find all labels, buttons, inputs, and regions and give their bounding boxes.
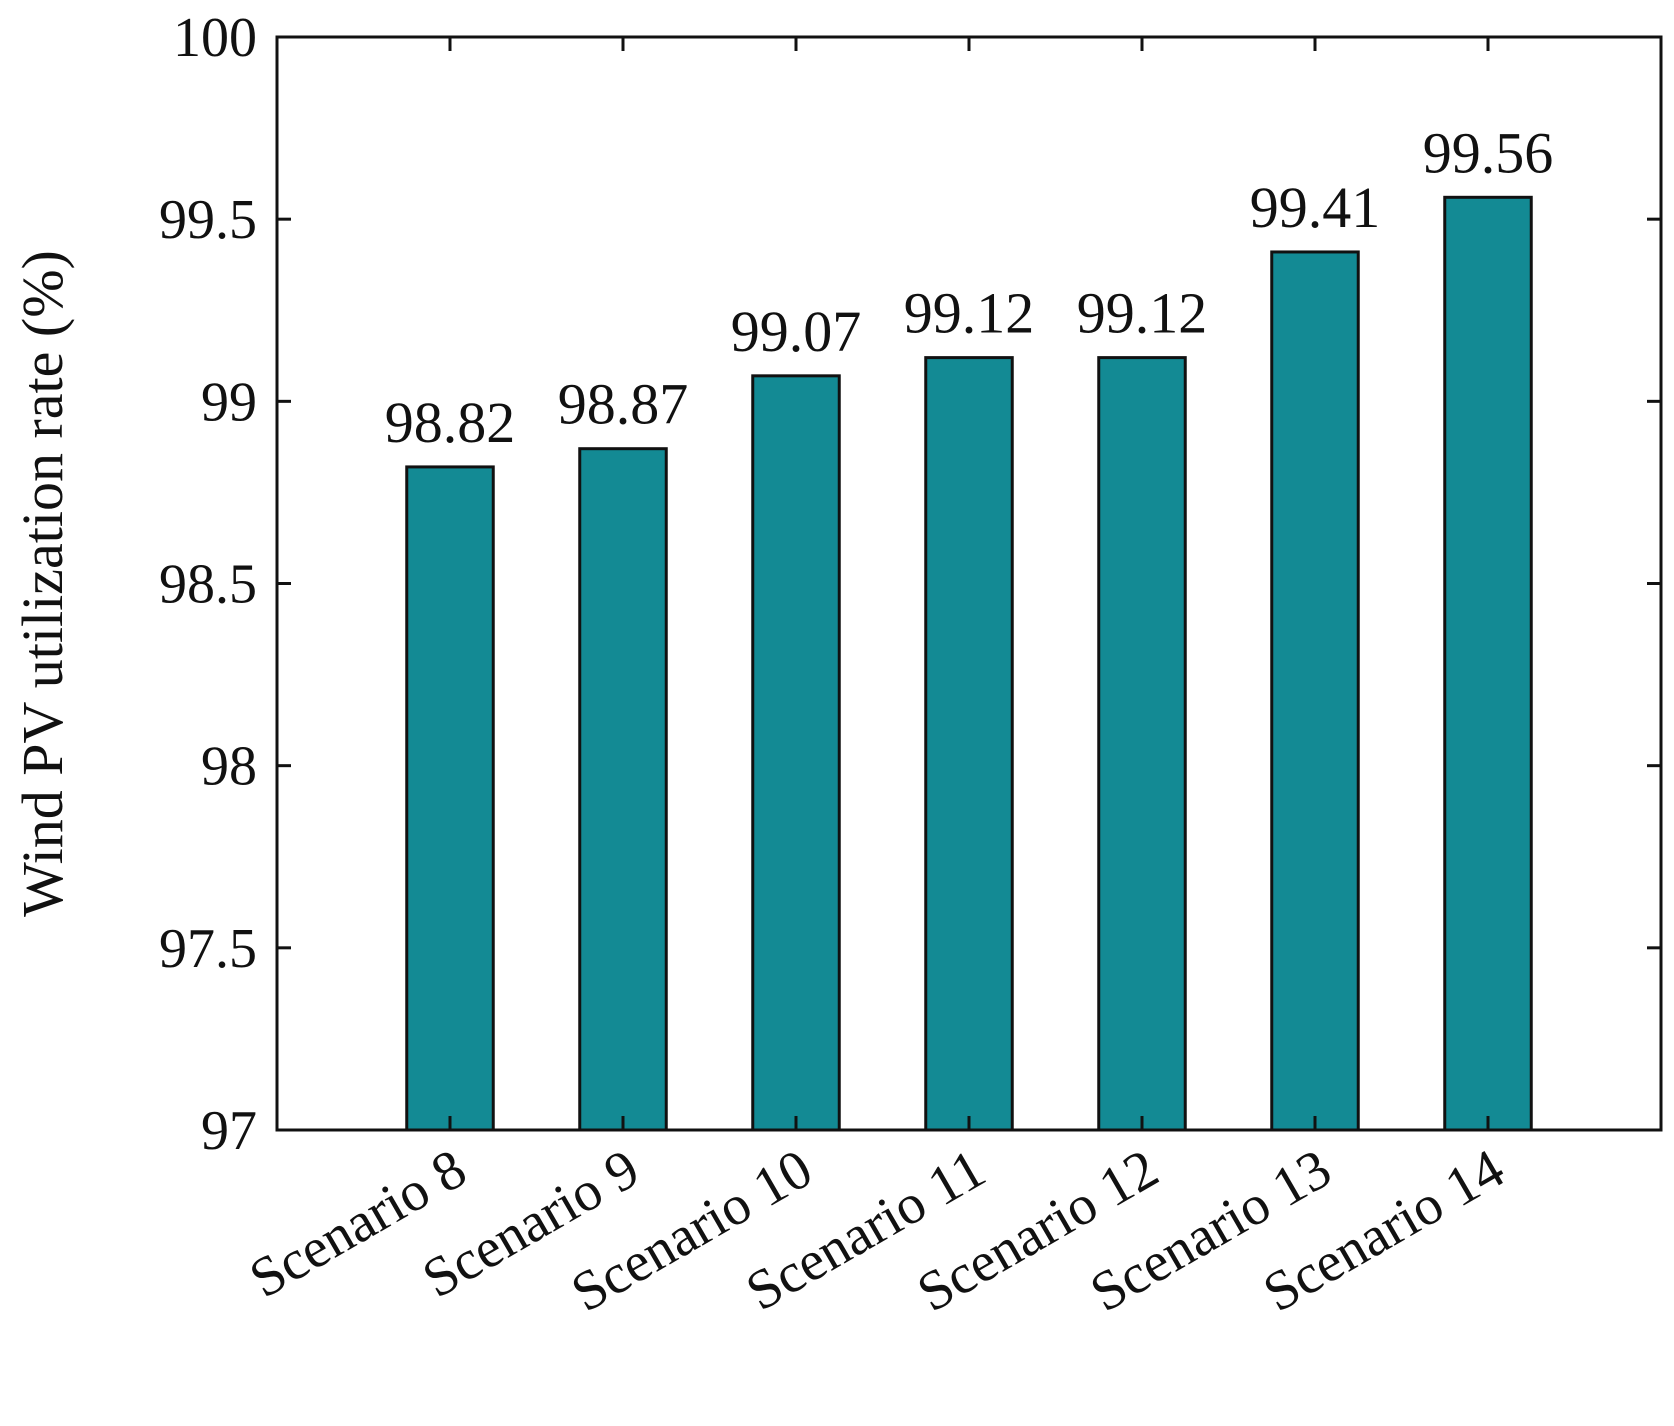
y-tick-label-2: 98 xyxy=(201,736,257,798)
y-tick-label-3: 98.5 xyxy=(159,554,257,616)
bar-2 xyxy=(578,447,668,1132)
y-tick-label-0: 97 xyxy=(201,1100,257,1162)
y-tick-label-1: 97.5 xyxy=(159,918,257,980)
bar-6 xyxy=(1270,250,1360,1132)
data-label-4: 99.12 xyxy=(904,281,1035,346)
y-tick-label-4: 99 xyxy=(201,371,257,433)
bar-5 xyxy=(1097,356,1187,1132)
data-label-1: 98.82 xyxy=(385,390,516,455)
data-label-7: 99.56 xyxy=(1423,120,1554,185)
bar-4 xyxy=(924,356,1014,1132)
y-axis-title: Wind PV utilization rate (%) xyxy=(10,250,75,917)
y-tick-label-5: 99.5 xyxy=(159,189,257,251)
bar-3 xyxy=(751,374,841,1132)
y-tick-label-6: 100 xyxy=(173,7,257,69)
data-label-6: 99.41 xyxy=(1250,175,1381,240)
y-axis-ticks: 97 97.5 98 98.5 99 99.5 100 xyxy=(159,7,1661,1162)
bars-group xyxy=(405,195,1533,1132)
data-label-3: 99.07 xyxy=(731,299,862,364)
data-labels-group: 98.82 98.87 99.07 99.12 99.12 99.41 99.56 xyxy=(385,120,1554,455)
data-label-2: 98.87 xyxy=(558,372,689,437)
data-label-5: 99.12 xyxy=(1077,281,1208,346)
bar-7 xyxy=(1443,195,1533,1132)
bar-1 xyxy=(405,465,495,1132)
